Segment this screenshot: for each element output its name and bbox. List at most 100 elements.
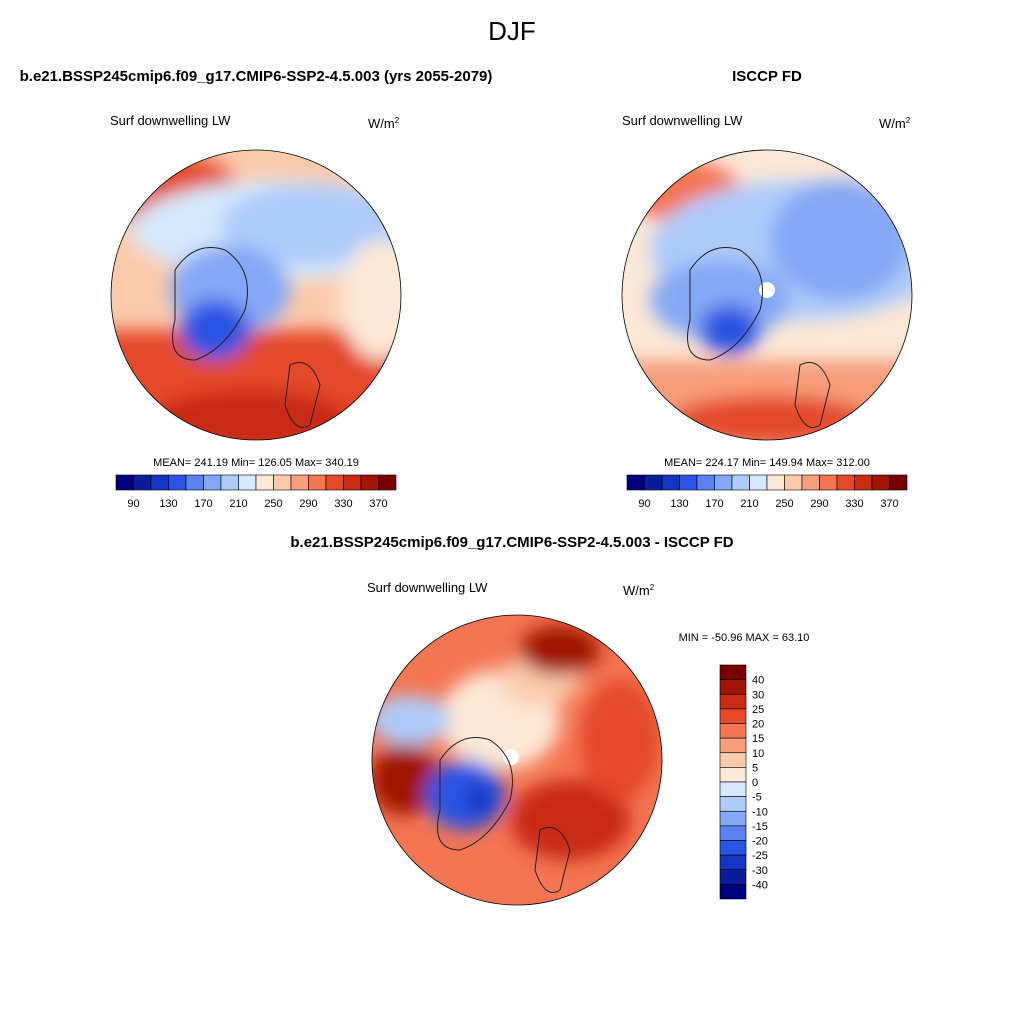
colorbar-box <box>871 474 890 491</box>
colorbar-box <box>719 693 747 710</box>
colorbar-box <box>749 474 768 491</box>
colorbar-label: -5 <box>752 792 762 804</box>
units: W/m <box>879 116 906 131</box>
variable-label: Surf downwelling LW <box>622 113 743 128</box>
colorbar-box <box>719 869 747 885</box>
main-title: DJF <box>488 16 536 46</box>
units-label: W/m2 <box>879 116 911 131</box>
map-border <box>110 149 402 441</box>
colorbar-box <box>308 474 327 491</box>
colorbar-box <box>133 474 152 491</box>
colorbar-label: 5 <box>752 762 758 774</box>
panel-title: b.e21.BSSP245cmip6.f09_g17.CMIP6-SSP2-4.… <box>290 534 733 551</box>
panel-title: ISCCP FD <box>732 68 802 85</box>
colorbar-label: 30 <box>752 689 764 701</box>
colorbar-box <box>719 810 747 827</box>
colorbar-label: 210 <box>229 498 247 510</box>
colorbar-box <box>714 474 733 491</box>
stats: MEAN= 224.17 Min= 149.94 Max= 312.00 <box>664 457 870 469</box>
colorbar-label: -25 <box>752 850 768 862</box>
colorbar-label: 290 <box>299 498 317 510</box>
colorbar-box <box>719 854 747 871</box>
colorbar-label: 130 <box>670 498 688 510</box>
colorbar-box <box>185 474 204 491</box>
map-field <box>622 150 912 440</box>
colorbar-box <box>203 474 222 491</box>
units-exponent: 2 <box>906 116 911 125</box>
colorbar-box <box>836 474 855 491</box>
colorbar: 40 30 25 20 15 10 5 0 -5 -10 -15 -20 -25 -30 -40 <box>719 664 768 900</box>
colorbar-box <box>719 840 747 856</box>
colorbar-label: -40 <box>752 879 768 891</box>
colorbar-label: 290 <box>810 498 828 510</box>
colorbar-box <box>731 474 750 491</box>
colorbar-label: 170 <box>194 498 212 510</box>
colorbar-label: 40 <box>752 675 764 687</box>
units-exponent: 2 <box>650 583 655 592</box>
colorbar-box <box>719 708 747 724</box>
colorbar-box <box>719 781 747 797</box>
colorbar-box <box>719 884 747 900</box>
variable-label: Surf downwelling LW <box>110 113 231 128</box>
map-border <box>371 614 663 906</box>
colorbar-label: 250 <box>775 498 793 510</box>
colorbar-label: 250 <box>264 498 282 510</box>
colorbar-box <box>889 474 908 491</box>
colorbar-label: 10 <box>752 748 764 760</box>
colorbar-box <box>854 474 873 491</box>
colorbar-label: -30 <box>752 865 768 877</box>
colorbar-label: 370 <box>369 498 387 510</box>
colorbar-box <box>719 796 747 812</box>
colorbar-box <box>238 474 257 491</box>
colorbar-label: 90 <box>127 498 139 510</box>
colorbar-box <box>719 679 747 695</box>
colorbar: 90 130 170 210 250 290 330 370 <box>115 474 397 510</box>
colorbar-box <box>626 474 645 491</box>
colorbar-box <box>360 474 379 491</box>
map-border <box>621 149 913 441</box>
colorbar-label: 210 <box>740 498 758 510</box>
variable-label: Surf downwelling LW <box>367 580 488 595</box>
colorbar-box <box>719 752 747 768</box>
colorbar-label: 130 <box>159 498 177 510</box>
colorbar-label: 90 <box>638 498 650 510</box>
colorbar-label: 25 <box>752 704 764 716</box>
colorbar-box <box>343 474 362 491</box>
colorbar-label: 20 <box>752 719 764 731</box>
colorbar-box <box>661 474 680 491</box>
units-label: W/m2 <box>368 116 400 131</box>
colorbar-label: 170 <box>705 498 723 510</box>
colorbar: 90 130 170 210 250 290 330 370 <box>626 474 908 510</box>
colorbar-box <box>719 737 747 754</box>
panel-title: b.e21.BSSP245cmip6.f09_g17.CMIP6-SSP2-4.… <box>20 68 493 85</box>
colorbar-box <box>168 474 187 491</box>
colorbar-label: -10 <box>752 806 768 818</box>
colorbar-box <box>150 474 169 491</box>
colorbar-box <box>766 474 785 491</box>
colorbar-box <box>273 474 292 491</box>
colorbar-box <box>220 474 239 491</box>
colorbar-box <box>679 474 698 491</box>
colorbar-box <box>801 474 820 491</box>
colorbar-box <box>784 474 803 491</box>
colorbar-box <box>115 474 134 491</box>
colorbar-box <box>719 767 747 783</box>
units: W/m <box>623 583 650 598</box>
colorbar-box <box>719 825 747 841</box>
units-label: W/m2 <box>623 583 655 598</box>
colorbar-label: -15 <box>752 821 768 833</box>
colorbar-box <box>255 474 274 491</box>
colorbar-box <box>719 664 747 680</box>
units: W/m <box>368 116 395 131</box>
map-field <box>372 615 662 905</box>
stats: MEAN= 241.19 Min= 126.05 Max= 340.19 <box>153 457 359 469</box>
colorbar-label: 330 <box>334 498 352 510</box>
colorbar-box <box>644 474 663 491</box>
colorbar-label: 15 <box>752 733 764 745</box>
colorbar-label: 330 <box>845 498 863 510</box>
colorbar-box <box>719 723 747 739</box>
map-field <box>111 150 401 440</box>
colorbar-box <box>378 474 397 491</box>
colorbar-label: 370 <box>880 498 898 510</box>
